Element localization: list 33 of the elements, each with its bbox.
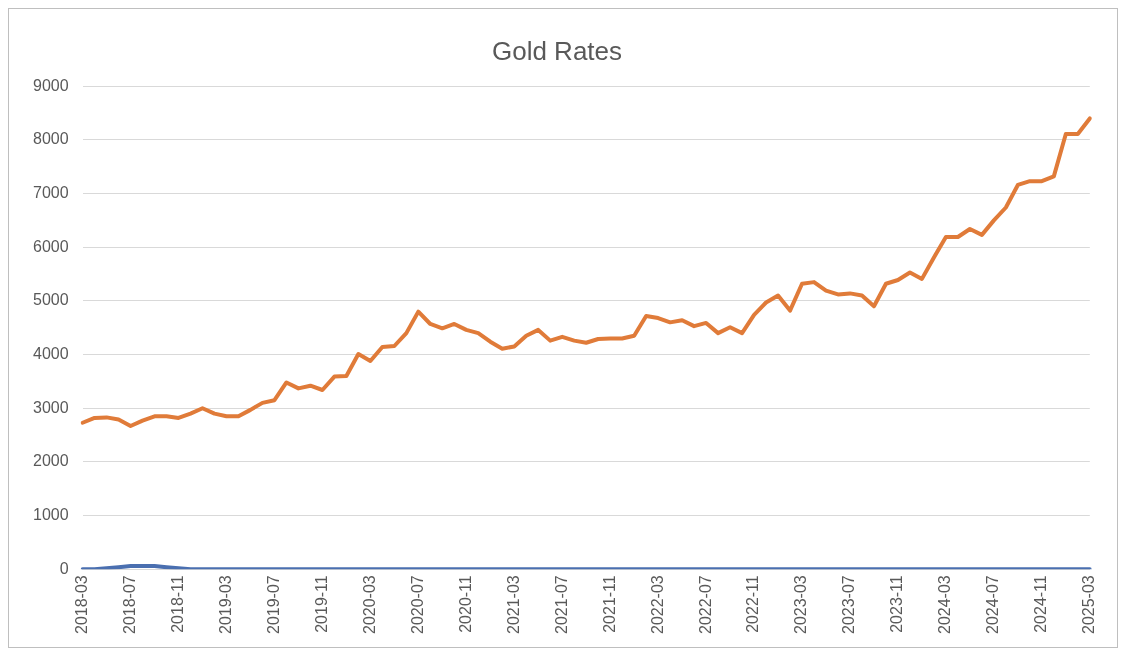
x-tick-label: 2018-11	[168, 575, 186, 633]
y-tick-label: 0	[59, 559, 69, 577]
x-tick-label: 2023-07	[840, 575, 858, 634]
y-tick-label: 1000	[33, 506, 69, 524]
x-tick-label: 2023-03	[792, 575, 810, 634]
x-tick-label: 2018-07	[120, 575, 138, 634]
chart-title: Gold Rates	[491, 35, 623, 66]
y-tick-label: 9000	[33, 76, 69, 94]
y-tick-label: 3000	[33, 398, 69, 416]
x-tick-label: 2022-11	[744, 575, 762, 633]
x-tick-label: 2022-07	[696, 575, 714, 634]
y-tick-label: 4000	[33, 344, 69, 362]
x-tick-label: 2018-03	[73, 575, 90, 634]
x-tick-label: 2020-07	[408, 575, 426, 634]
x-tick-label: 2024-03	[936, 575, 954, 634]
x-tick-label: 2020-03	[360, 575, 378, 634]
x-tick-label: 2025-03	[1080, 575, 1098, 634]
y-tick-label: 5000	[33, 291, 69, 309]
x-tick-label: 2019-11	[312, 575, 330, 633]
x-tick-label: 2021-11	[600, 575, 618, 633]
x-tick-label: 2021-03	[504, 575, 522, 634]
y-tick-label: 2000	[33, 452, 69, 470]
x-tick-label: 2021-07	[552, 575, 570, 634]
y-tick-label: 7000	[33, 183, 69, 201]
x-tick-label: 2024-07	[984, 575, 1002, 634]
y-tick-label: 8000	[33, 130, 69, 148]
x-tick-label: 2019-03	[216, 575, 234, 634]
x-tick-label: 2024-11	[1032, 575, 1050, 633]
x-tick-label: 2020-11	[456, 575, 474, 633]
x-tick-label: 2022-03	[648, 575, 666, 634]
x-tick-label: 2023-11	[888, 575, 906, 633]
y-tick-label: 6000	[33, 237, 69, 255]
x-tick-label: 2019-07	[264, 575, 282, 634]
